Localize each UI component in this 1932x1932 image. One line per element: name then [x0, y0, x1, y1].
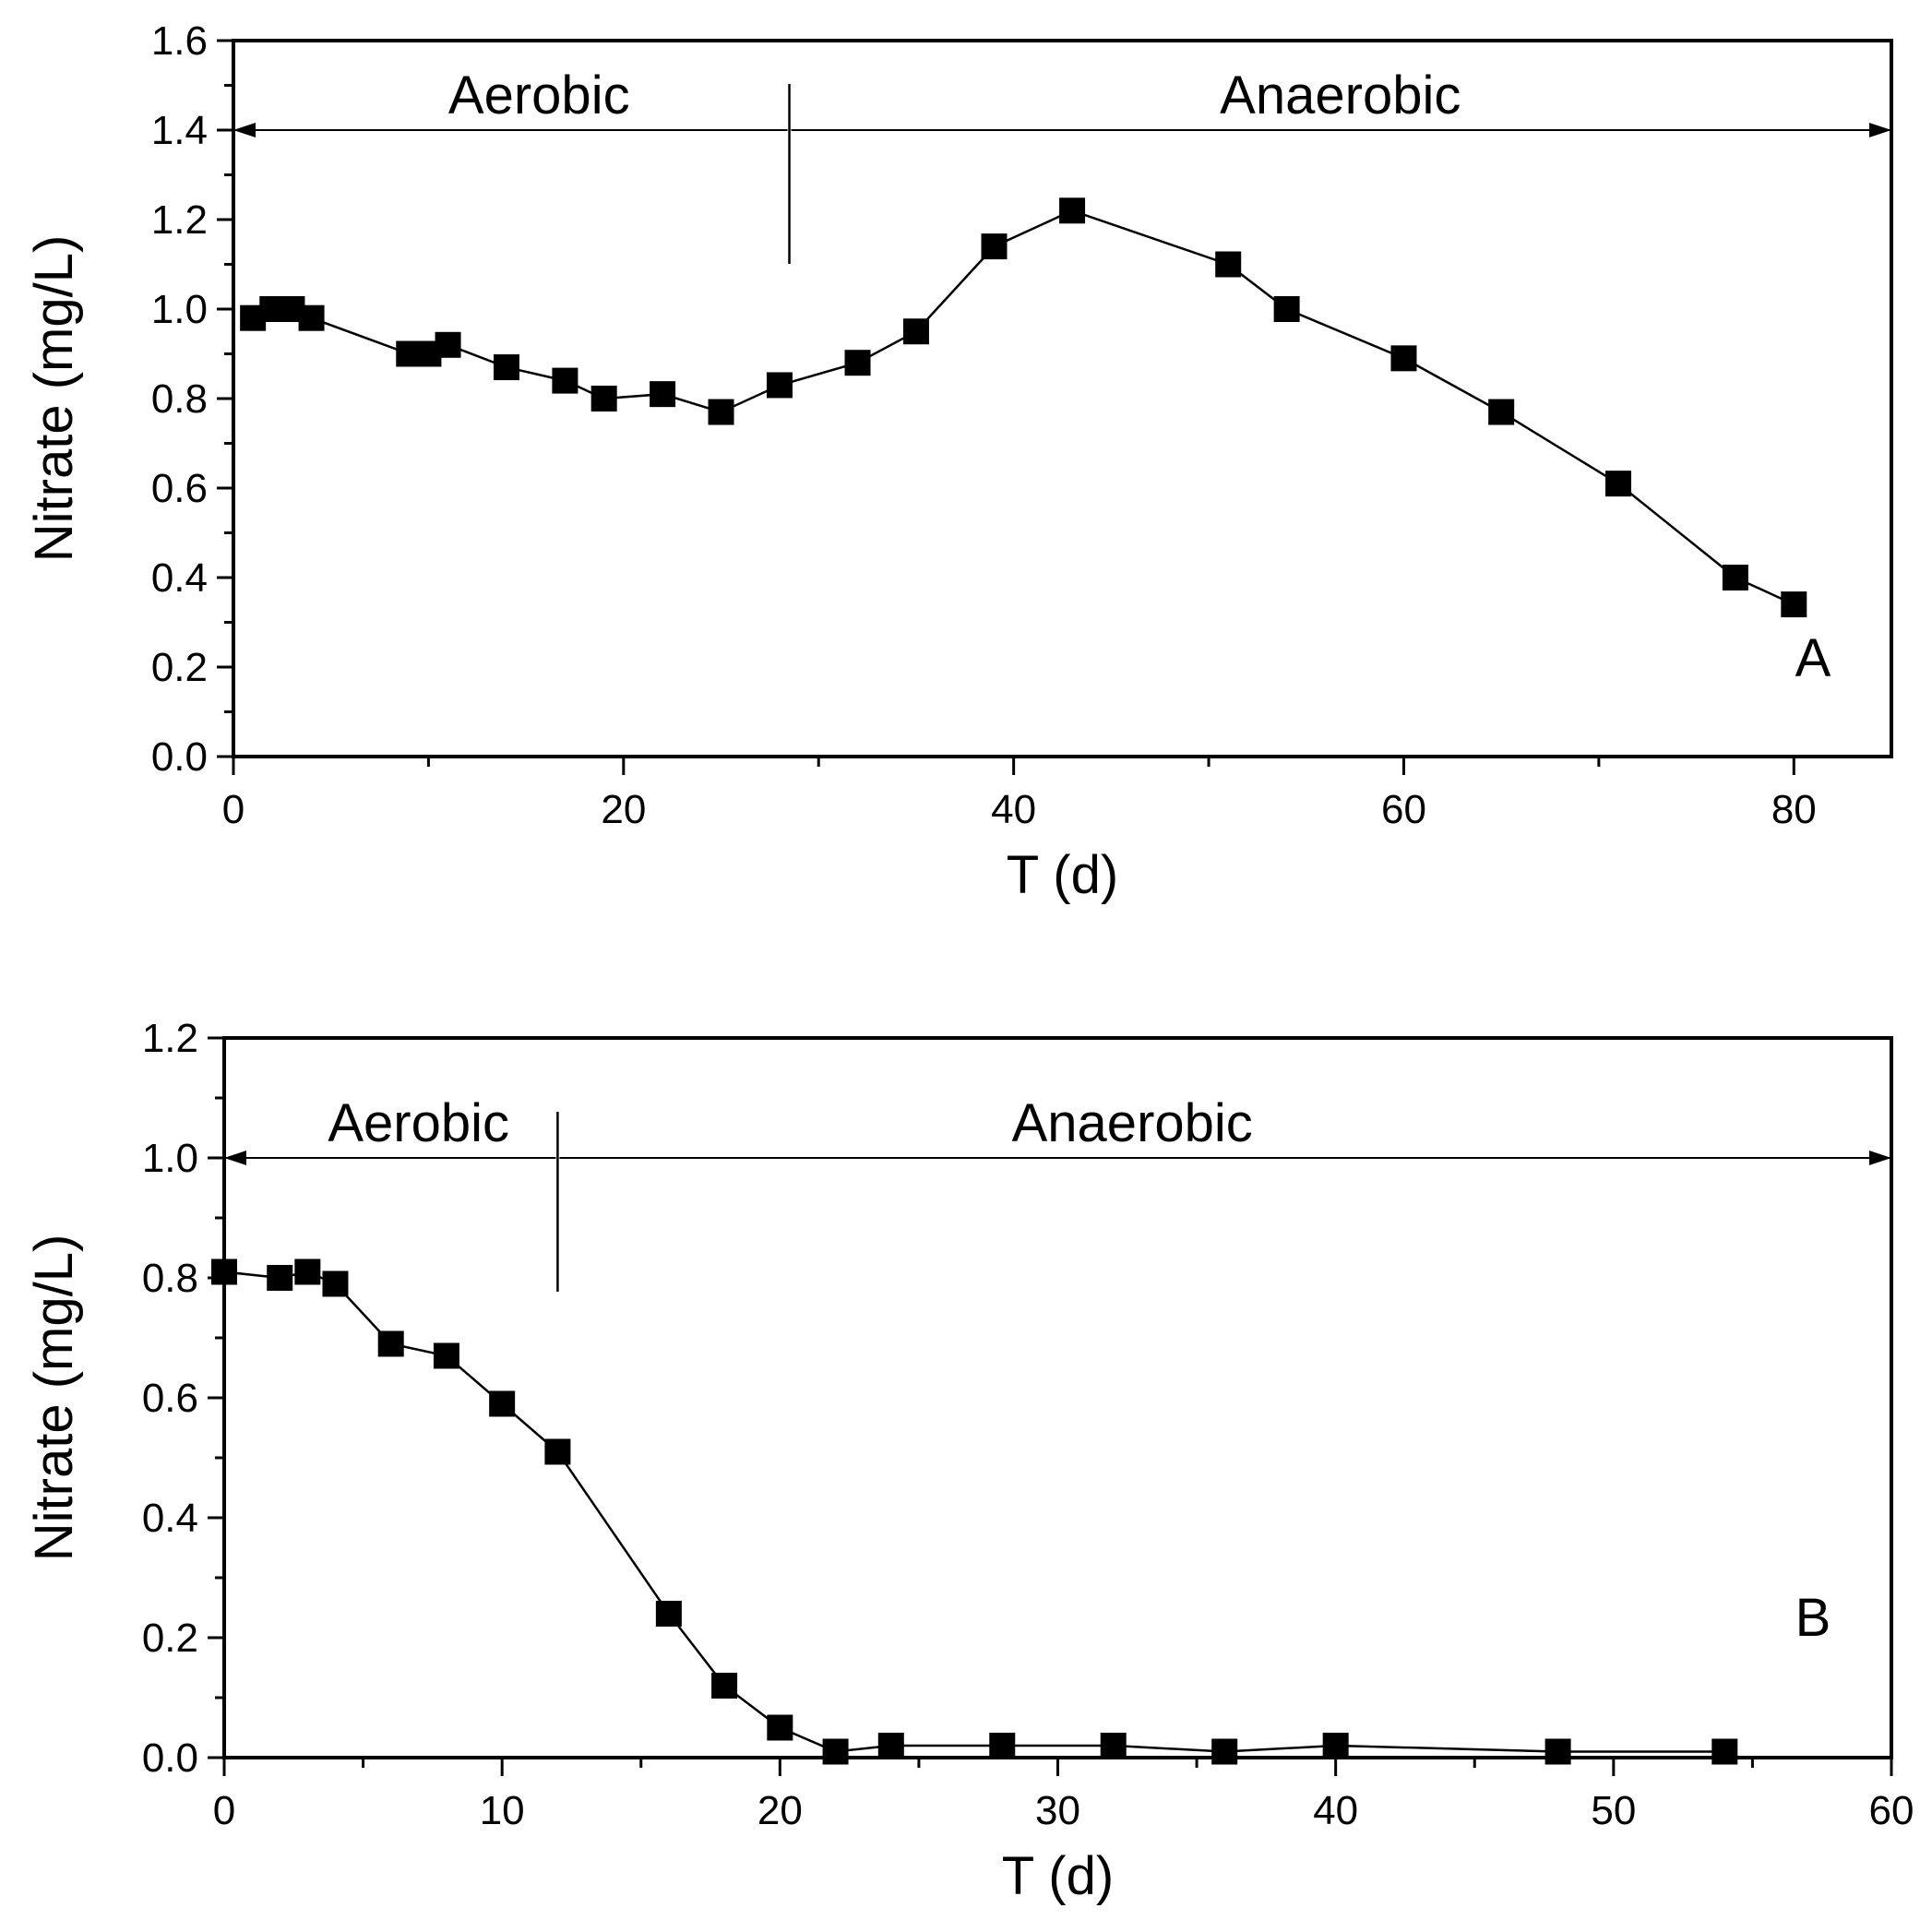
panel-label: A — [1795, 628, 1831, 688]
data-point — [877, 1733, 904, 1759]
data-point — [552, 367, 578, 394]
y-tick-label: 0.6 — [142, 1376, 198, 1421]
x-tick-label: 80 — [1771, 787, 1817, 832]
x-tick-label: 60 — [1381, 787, 1426, 832]
data-point — [1488, 399, 1515, 425]
data-point — [211, 1258, 237, 1285]
data-point — [650, 381, 676, 408]
data-point — [489, 1390, 516, 1417]
data-point — [1544, 1738, 1571, 1765]
data-point — [1605, 471, 1632, 497]
panel-label: B — [1795, 1588, 1831, 1648]
data-point — [989, 1733, 1016, 1759]
data-point — [322, 1270, 349, 1297]
data-point — [711, 1673, 738, 1699]
y-tick-label: 0.2 — [142, 1616, 198, 1661]
data-point — [1322, 1733, 1349, 1759]
x-tick-label: 10 — [480, 1788, 525, 1833]
data-point — [433, 1342, 459, 1369]
data-point — [981, 233, 1008, 260]
y-tick-label: 1.2 — [151, 197, 208, 243]
x-tick-label: 20 — [601, 787, 646, 832]
data-point — [298, 304, 325, 331]
data-point — [1711, 1738, 1738, 1765]
x-tick-label: 20 — [757, 1788, 803, 1833]
x-axis-title: T (d) — [1002, 1846, 1114, 1906]
data-point — [1781, 591, 1807, 618]
y-tick-label: 0.8 — [151, 376, 208, 422]
data-point — [1390, 345, 1417, 372]
y-tick-label: 0.0 — [142, 1735, 198, 1781]
anaerobic-label: Anaerobic — [1220, 66, 1461, 125]
data-point — [435, 331, 461, 358]
y-tick-label: 0.8 — [142, 1256, 198, 1301]
y-tick-label: 0.2 — [151, 645, 208, 690]
y-tick-label: 0.0 — [151, 734, 208, 780]
x-tick-label: 0 — [222, 787, 244, 832]
data-point — [1211, 1738, 1238, 1765]
anaerobic-label: Anaerobic — [1012, 1093, 1253, 1153]
data-point — [590, 386, 617, 411]
y-tick-label: 1.2 — [142, 1016, 198, 1061]
x-tick-label: 0 — [213, 1788, 235, 1833]
y-tick-label: 0.6 — [151, 466, 208, 511]
data-point — [544, 1438, 571, 1465]
x-tick-label: 60 — [1869, 1788, 1914, 1833]
data-point — [493, 354, 519, 381]
series-line — [252, 209, 1795, 606]
y-tick-label: 0.4 — [151, 555, 208, 601]
data-point — [267, 1265, 293, 1291]
plot-frame-a — [232, 39, 1893, 758]
data-point — [655, 1601, 682, 1627]
data-point — [1100, 1733, 1127, 1759]
x-tick-label: 30 — [1035, 1788, 1080, 1833]
data-point — [1215, 251, 1242, 278]
y-tick-label: 1.4 — [151, 108, 208, 153]
chart-panel-b: 0 10 20 30 40 50 60 0.0 0.2 0.4 0.6 0.8 1.0 1.2 T (d) N… — [24, 1016, 1914, 1906]
y-tick-label: 1.6 — [151, 18, 208, 64]
data-point — [377, 1330, 404, 1357]
aerobic-label: Aerobic — [328, 1093, 509, 1153]
aerobic-label: Aerobic — [448, 66, 630, 125]
x-tick-label: 40 — [991, 787, 1036, 832]
data-point — [767, 1714, 793, 1741]
y-tick-label: 0.4 — [142, 1496, 198, 1541]
y-tick-label: 1.0 — [142, 1136, 198, 1181]
x-axis-title: T (d) — [1007, 845, 1118, 905]
y-tick-label: 1.0 — [151, 287, 208, 332]
data-point — [1273, 296, 1300, 322]
data-point — [294, 1258, 321, 1285]
chart-panel-a: 0 20 40 60 80 0.0 0.2 0.4 0.6 0.8 1.0 1.2 1.4 1.6 T (d… — [24, 18, 1893, 905]
y-axis-title: Nitrate (mg/L) — [24, 1234, 84, 1562]
data-point — [844, 350, 871, 376]
data-point — [766, 372, 793, 399]
data-point — [822, 1738, 849, 1765]
data-point — [902, 318, 929, 345]
data-point — [1059, 197, 1086, 224]
x-tick-label: 50 — [1591, 1788, 1636, 1833]
x-tick-label: 40 — [1313, 1788, 1358, 1833]
data-point — [1722, 565, 1748, 590]
y-axis-title: Nitrate (mg/L) — [24, 235, 84, 563]
data-point — [708, 399, 734, 425]
